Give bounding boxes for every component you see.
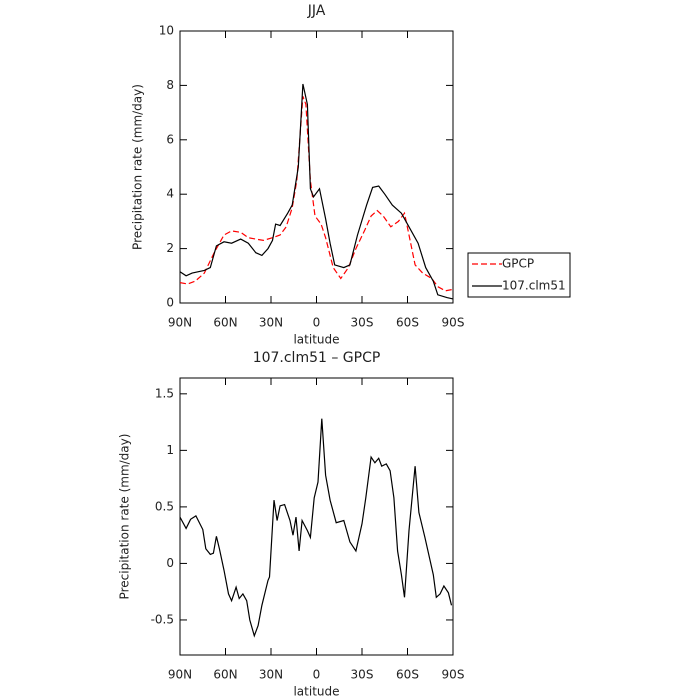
- y-tick-label: 0: [166, 556, 174, 570]
- x-tick-label: 30N: [259, 668, 283, 682]
- y-tick-label: 4: [166, 187, 174, 201]
- x-tick-label: 30S: [351, 316, 374, 330]
- x-tick-label: 90S: [442, 316, 465, 330]
- y-tick-label: 6: [166, 132, 174, 146]
- legend-label: 107.clm51: [502, 279, 566, 293]
- x-tick-label: 0: [313, 668, 321, 682]
- y-tick-label: 1.5: [155, 386, 174, 400]
- x-tick-label: 60S: [396, 316, 419, 330]
- x-axis-label: latitude: [293, 333, 339, 347]
- y-tick-label: 2: [166, 241, 174, 255]
- legend-label: GPCP: [502, 257, 534, 271]
- plot-frame: [179, 377, 454, 656]
- data-line: [179, 83, 454, 300]
- x-tick-label: 90S: [442, 668, 465, 682]
- chart-title: JJA: [307, 3, 326, 19]
- x-tick-label: 90N: [168, 316, 192, 330]
- data-line: [179, 418, 453, 638]
- data-line: [179, 96, 454, 292]
- x-tick-label: 90N: [168, 668, 192, 682]
- legend-box: [467, 252, 571, 298]
- y-axis-label: Precipitation rate (mm/day): [131, 84, 145, 250]
- y-axis-label: Precipitation rate (mm/day): [118, 434, 132, 600]
- x-tick-label: 60N: [213, 668, 237, 682]
- y-tick-label: 10: [159, 24, 174, 38]
- x-axis-label: latitude: [293, 685, 339, 699]
- y-tick-label: 0.5: [155, 499, 174, 513]
- y-tick-label: -0.5: [151, 612, 174, 626]
- x-tick-label: 0: [313, 316, 321, 330]
- x-tick-label: 30N: [259, 316, 283, 330]
- plot-frame: [179, 30, 454, 304]
- chart-title: 107.clm51 – GPCP: [253, 350, 381, 366]
- x-tick-label: 60N: [213, 316, 237, 330]
- y-tick-label: 0: [166, 296, 174, 310]
- y-tick-label: 1: [166, 443, 174, 457]
- x-tick-label: 60S: [396, 668, 419, 682]
- y-tick-label: 8: [166, 78, 174, 92]
- x-tick-label: 30S: [351, 668, 374, 682]
